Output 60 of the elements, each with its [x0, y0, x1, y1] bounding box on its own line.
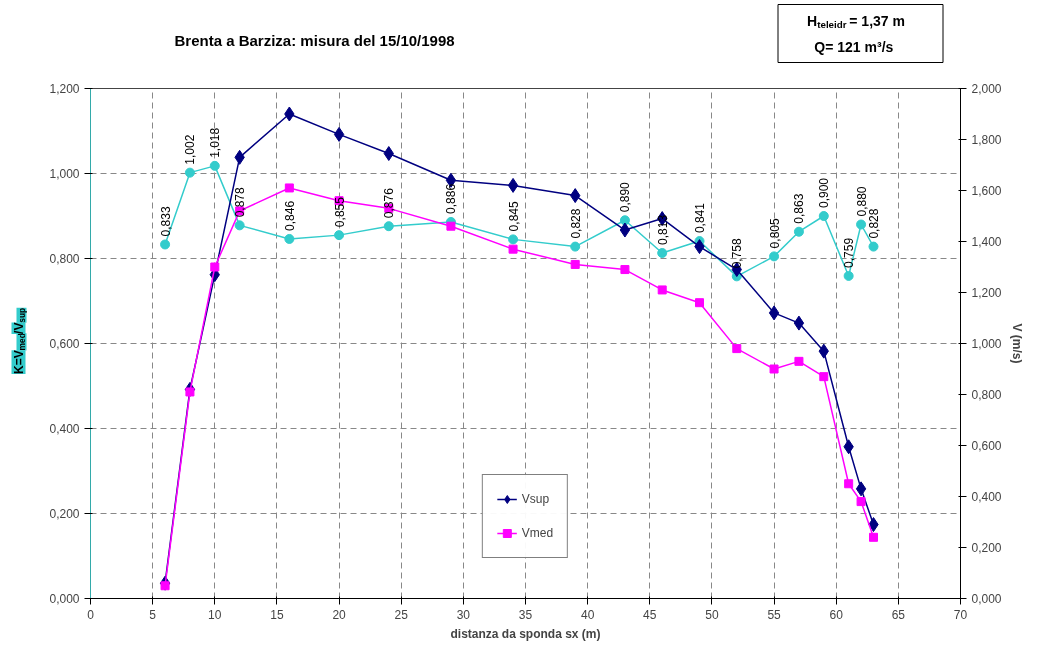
- x-tick-label: 25: [394, 607, 409, 622]
- x-tick-label: 20: [332, 607, 347, 622]
- data-label: 0,880: [854, 186, 869, 217]
- y-tick-label: 0,400: [49, 422, 80, 436]
- y-tick-label: 1,200: [49, 82, 80, 96]
- legend-label: Vmed: [521, 526, 554, 540]
- data-label: 0,758: [730, 237, 745, 269]
- y2-tick-label: 1,600: [971, 184, 1002, 198]
- y2-tick-label: 0,800: [971, 388, 1002, 402]
- y2-tick-label: 0,200: [971, 541, 1002, 555]
- text: Q= 121 m³/s: [814, 38, 894, 55]
- data-label: 0,841: [693, 202, 707, 234]
- x-tick-label: 35: [518, 607, 533, 622]
- x-tick-label: 70: [953, 607, 968, 622]
- y2-tick-label: 0,600: [971, 439, 1002, 453]
- x-tick-label: 0: [87, 607, 95, 622]
- y2-tick-label: 1,800: [971, 133, 1002, 147]
- data-label: 0,886: [444, 183, 459, 214]
- x-tick-label: 45: [643, 607, 657, 622]
- data-label: 0,846: [282, 200, 297, 231]
- y2-tick-label: 2,000: [971, 82, 1002, 96]
- chart-title: Brenta a Barziza: misura del 15/10/1998: [174, 32, 455, 49]
- y2-tick-label: 1,200: [971, 286, 1002, 300]
- y-tick-label: 1,000: [49, 167, 80, 181]
- x-tick-label: 60: [829, 607, 844, 622]
- y-tick-label: 0,200: [49, 507, 80, 521]
- data-label: 0,876: [382, 187, 397, 219]
- y-tick-label: 0,000: [49, 592, 80, 606]
- legend-label: Vsup: [521, 492, 550, 506]
- y2-axis-title: V (m/s): [1009, 323, 1024, 364]
- data-label: 0,845: [506, 201, 521, 232]
- data-label: 0,828: [867, 208, 881, 239]
- y2-tick-label: 1,000: [971, 337, 1002, 351]
- data-label: 0,759: [842, 237, 857, 268]
- data-label: 0,813: [655, 214, 670, 245]
- data-label: 1,018: [208, 127, 223, 158]
- y2-tick-label: 1,400: [971, 235, 1002, 249]
- x-tick-label: 10: [208, 607, 222, 622]
- x-tick-label: 15: [270, 607, 284, 622]
- x-axis-title: distanza da sponda sx (m): [450, 626, 601, 641]
- y2-tick-label: 0,000: [971, 592, 1002, 606]
- x-tick-label: 30: [456, 607, 471, 622]
- y2-tick-label: 0,400: [971, 490, 1002, 504]
- y-tick-label: 0,800: [49, 252, 80, 266]
- data-label: 0,828: [568, 208, 583, 239]
- x-tick-label: 55: [767, 607, 782, 622]
- data-label: 0,833: [158, 206, 173, 237]
- x-tick-label: 65: [891, 607, 906, 622]
- x-tick-label: 50: [705, 607, 719, 622]
- data-label: 0,863: [792, 193, 807, 224]
- data-label: 0,900: [817, 177, 832, 208]
- y-axis-title: K=Vmed/Vsup: [11, 307, 27, 374]
- x-tick-label: 5: [149, 607, 157, 622]
- x-tick-label: 40: [580, 607, 595, 622]
- data-label: 0,805: [767, 218, 782, 249]
- data-label: 0,878: [233, 186, 248, 218]
- data-label: 1,002: [183, 134, 198, 165]
- data-label: 0,855: [332, 196, 347, 228]
- data-label: 0,890: [618, 181, 633, 213]
- y-tick-label: 0,600: [49, 337, 80, 351]
